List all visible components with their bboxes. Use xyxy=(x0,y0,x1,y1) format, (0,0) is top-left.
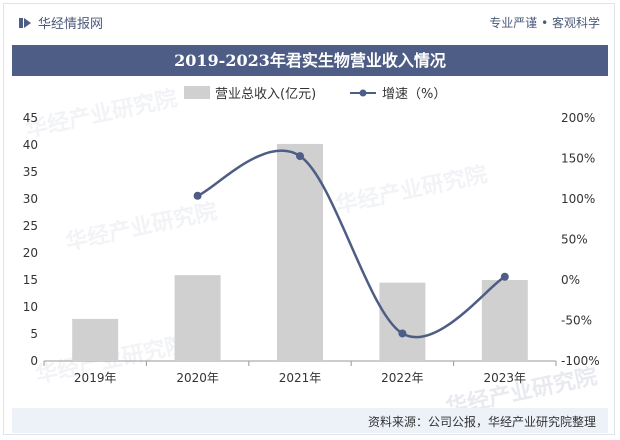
legend-bar-swatch xyxy=(184,86,210,99)
brand-name: 华经情报网 xyxy=(38,17,104,32)
title-bar: 2019-2023年君实生物营业收入情况 xyxy=(12,45,608,76)
source-note: 资料来源：公司公报，华经产业研究院整理 xyxy=(367,415,596,429)
x-tick-label: 2022年 xyxy=(381,371,424,385)
growth-point xyxy=(296,152,304,161)
x-tick-label: 2019年 xyxy=(74,371,117,385)
y-tick-label: 45 xyxy=(23,111,38,125)
y-tick-label: 5 xyxy=(30,327,38,341)
y2-tick-label: -100% xyxy=(561,354,600,368)
x-tick-label: 2023年 xyxy=(484,371,527,385)
bar xyxy=(277,143,323,361)
legend-line-marker xyxy=(359,89,367,97)
bar xyxy=(72,318,119,361)
growth-point xyxy=(193,191,202,200)
x-tick-label: 2021年 xyxy=(279,371,322,385)
brand-logo-icon xyxy=(19,17,31,28)
y2-tick-label: -50% xyxy=(561,314,592,328)
x-tick-label: 2020年 xyxy=(176,371,219,385)
tagline: 专业严谨 • 客观科学 xyxy=(489,16,600,30)
footer: 资料来源：公司公报，华经产业研究院整理 xyxy=(12,408,608,433)
y-tick-label: 15 xyxy=(23,273,38,287)
growth-line xyxy=(197,149,506,339)
bar xyxy=(481,280,528,361)
header: 华经情报网 专业严谨 • 客观科学 xyxy=(4,4,614,38)
y-tick-label: 10 xyxy=(23,300,38,314)
bar xyxy=(174,275,221,361)
y2-tick-label: 150% xyxy=(561,152,595,166)
legend-bar-label: 营业总收入(亿元) xyxy=(215,87,316,102)
y2-tick-label: 50% xyxy=(561,233,588,247)
y-tick-label: 25 xyxy=(23,219,38,233)
y2-tick-label: 200% xyxy=(561,111,595,125)
bar xyxy=(379,282,426,361)
y-tick-label: 30 xyxy=(23,192,38,206)
revenue-chart: 营业总收入(亿元) 增速（%） 0 5 10 15 20 25 30 35 40 45 -100% -50… xyxy=(23,86,600,385)
legend-line-label: 增速（%） xyxy=(382,87,446,102)
growth-point xyxy=(500,272,509,281)
chart-frame: 华经情报网 专业严谨 • 客观科学 2019-2023年君实生物营业收入情况 华… xyxy=(3,3,615,435)
growth-point xyxy=(398,329,407,338)
y-tick-label: 0 xyxy=(30,354,38,368)
chart-title: 2019-2023年君实生物营业收入情况 xyxy=(174,51,446,70)
y-tick-label: 35 xyxy=(23,165,38,179)
y2-tick-label: 0% xyxy=(561,273,580,287)
y-tick-label: 20 xyxy=(23,246,38,260)
y-tick-label: 40 xyxy=(23,138,38,152)
brand: 华经情报网 xyxy=(18,13,103,32)
y2-tick-label: 100% xyxy=(561,192,595,206)
